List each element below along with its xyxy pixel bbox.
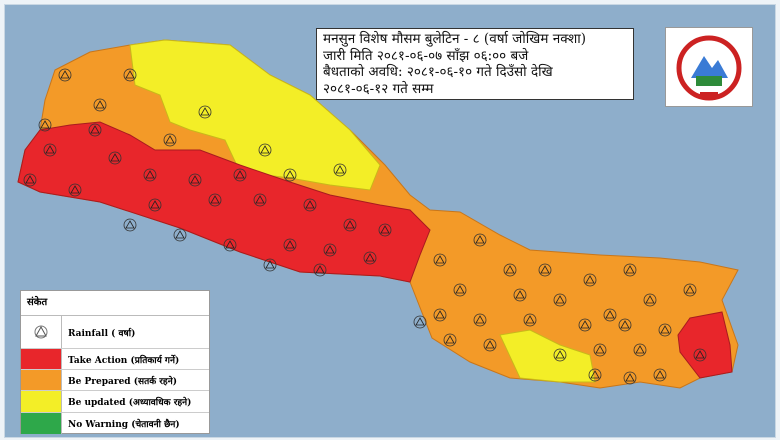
legend-item-rainfall: Rainfall ( वर्षा) bbox=[21, 316, 209, 349]
rainfall-icon bbox=[453, 283, 467, 297]
rainfall-icon bbox=[363, 251, 377, 265]
validity-start: बैधताको अवधि: २०८१-०६-१० गते दिउँसो देखि bbox=[323, 64, 553, 80]
rainfall-icon bbox=[483, 338, 497, 352]
rainfall-icon bbox=[123, 68, 137, 82]
legend-item-take-action: Take Action (प्रतिकार्य गर्ने) bbox=[21, 349, 209, 370]
rainfall-icon bbox=[523, 313, 537, 327]
zone-be-updated-south bbox=[499, 329, 596, 383]
rainfall-icon bbox=[93, 98, 107, 112]
rainfall-icon bbox=[693, 348, 707, 362]
rainfall-icon bbox=[23, 173, 37, 187]
rainfall-icon bbox=[68, 183, 82, 197]
rainfall-icon bbox=[588, 368, 602, 382]
rainfall-icon bbox=[163, 133, 177, 147]
rainfall-icon bbox=[198, 105, 212, 119]
rainfall-icon bbox=[593, 343, 607, 357]
rainfall-icon bbox=[443, 333, 457, 347]
issue-date: जारी मिति २०८१-०६-०७ साँझ ०६:०० बजे bbox=[323, 47, 529, 64]
rainfall-icon bbox=[658, 323, 672, 337]
rainfall-icon bbox=[263, 258, 277, 272]
rainfall-icon bbox=[578, 318, 592, 332]
rainfall-icon bbox=[43, 143, 57, 157]
rainfall-icon bbox=[233, 168, 247, 182]
emblem-icon bbox=[676, 35, 742, 101]
legend-label: No Warning (चेतावनी छैन) bbox=[68, 420, 180, 430]
rainfall-icon bbox=[633, 343, 647, 357]
rainfall-icon bbox=[643, 293, 657, 307]
rainfall-icon bbox=[148, 198, 162, 212]
rainfall-icon bbox=[38, 118, 52, 132]
rainfall-icon bbox=[503, 263, 517, 277]
rainfall-icon bbox=[258, 143, 272, 157]
rainfall-icon bbox=[123, 218, 137, 232]
legend-item-be-updated: Be updated (अध्यावधिक रहने) bbox=[21, 391, 209, 413]
rainfall-icon bbox=[303, 198, 317, 212]
zone-take-action-east bbox=[677, 311, 733, 379]
zone-be-updated-north bbox=[129, 39, 381, 191]
rainfall-icon bbox=[473, 233, 487, 247]
rainfall-icon bbox=[433, 308, 447, 322]
title-line: मनसुन विशेष मौसम बुलेटिन - ८ (वर्षा जोखि… bbox=[323, 31, 587, 47]
rainfall-icon bbox=[223, 238, 237, 252]
rainfall-icon bbox=[88, 123, 102, 137]
legend-swatch-yellow bbox=[21, 391, 62, 412]
rainfall-icon bbox=[553, 348, 567, 362]
legend-swatch-green bbox=[21, 413, 62, 434]
legend-label: Take Action (प्रतिकार्य गर्ने) bbox=[68, 355, 180, 366]
rainfall-icon bbox=[343, 218, 357, 232]
rainfall-icon bbox=[323, 243, 337, 257]
legend-header: संकेत bbox=[21, 291, 209, 316]
rainfall-icon bbox=[173, 228, 187, 242]
rainfall-icon bbox=[21, 316, 62, 348]
rainfall-icon bbox=[623, 371, 637, 385]
rainfall-icon bbox=[283, 168, 297, 182]
legend-item-no-warning: No Warning (चेतावनी छैन) bbox=[21, 413, 209, 434]
map-legend: संकेत Rainfall ( वर्षा) Take Action (प्र… bbox=[20, 290, 210, 434]
rainfall-icon bbox=[253, 193, 267, 207]
rainfall-icon bbox=[583, 273, 597, 287]
rainfall-icon bbox=[58, 68, 72, 82]
rainfall-icon bbox=[378, 223, 392, 237]
rainfall-icon bbox=[143, 168, 157, 182]
rainfall-icon bbox=[623, 263, 637, 277]
rainfall-icon bbox=[653, 368, 667, 382]
rainfall-icon bbox=[473, 313, 487, 327]
rainfall-icon bbox=[208, 193, 222, 207]
legend-label: Be updated (अध्यावधिक रहने) bbox=[68, 398, 192, 408]
rainfall-icon bbox=[313, 263, 327, 277]
validity-end: २०८१-०६-१२ गते सम्म bbox=[323, 80, 434, 97]
legend-label: Be Prepared (सतर्क रहने) bbox=[68, 376, 177, 387]
legend-label: Rainfall ( वर्षा) bbox=[68, 328, 136, 339]
rainfall-icon bbox=[618, 318, 632, 332]
rainfall-icon bbox=[333, 163, 347, 177]
rainfall-icon bbox=[683, 283, 697, 297]
rainfall-icon bbox=[538, 263, 552, 277]
government-emblem-logo bbox=[665, 27, 753, 107]
zone-take-action-west bbox=[17, 121, 431, 283]
rainfall-icon bbox=[188, 173, 202, 187]
rainfall-icon bbox=[108, 151, 122, 165]
legend-swatch-red bbox=[21, 349, 62, 369]
bulletin-title: मनसुन विशेष मौसम बुलेटिन - ८ (वर्षा जोखि… bbox=[316, 28, 634, 100]
rainfall-icon bbox=[433, 253, 447, 267]
rainfall-icon bbox=[603, 308, 617, 322]
rainfall-icon bbox=[513, 288, 527, 302]
rainfall-icon bbox=[553, 293, 567, 307]
rainfall-icon bbox=[283, 238, 297, 252]
legend-swatch-orange bbox=[21, 370, 62, 390]
legend-item-be-prepared: Be Prepared (सतर्क रहने) bbox=[21, 370, 209, 391]
rainfall-icon bbox=[413, 315, 427, 329]
